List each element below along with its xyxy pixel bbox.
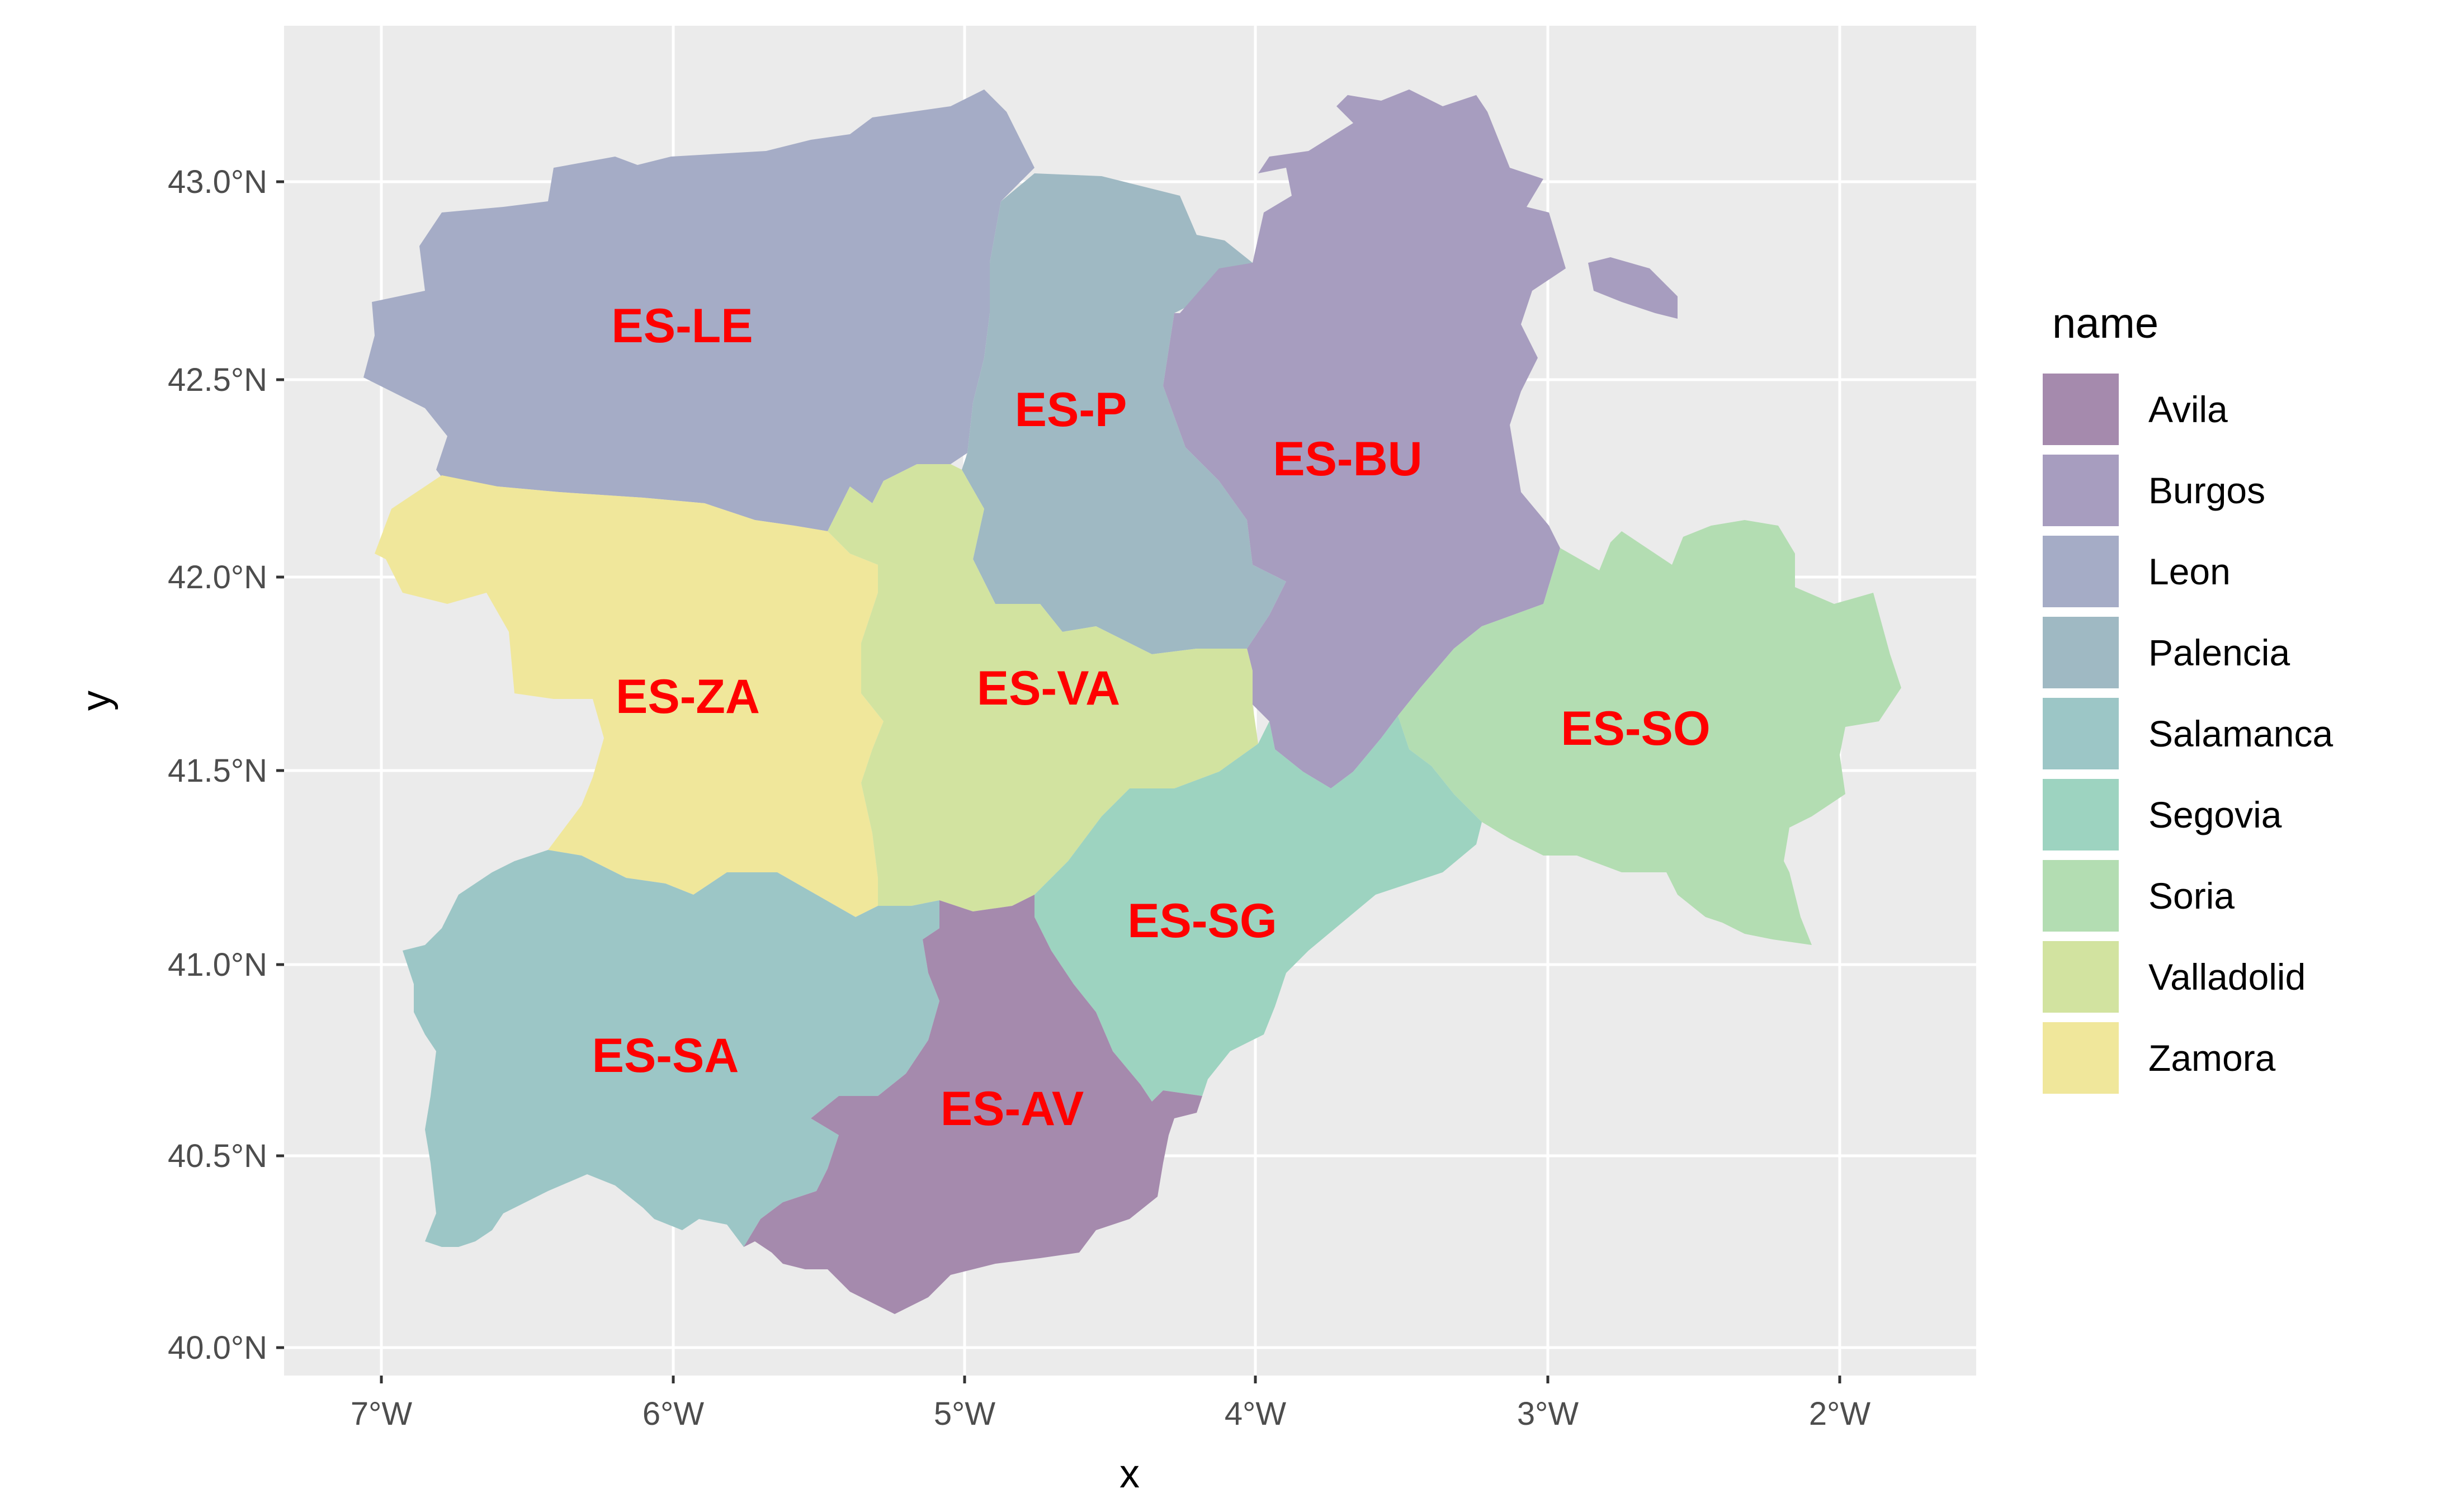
x-tick-label: 6°W [643,1396,704,1432]
legend-key-avila [2039,370,2122,448]
province-leon[interactable] [363,89,1034,531]
legend-key-segovia [2039,776,2122,854]
province-burgos[interactable] [1163,89,1566,788]
province-burgos-treviño[interactable] [1588,257,1678,319]
province-valladolid[interactable] [828,464,1258,911]
province-segovia[interactable] [1034,716,1482,1102]
region-code-zamora: ES-ZA [616,670,760,724]
legend-key-salamanca [2039,694,2122,773]
y-axis: 40.0°N 40.5°N 41.0°N 41.5°N 42.0°N 42.5°… [74,164,284,1366]
province-shapes [363,89,1901,1314]
province-salamanca[interactable] [403,850,939,1247]
y-tick-label: 40.0°N [168,1330,267,1366]
region-code-burgos: ES-BU [1273,432,1423,486]
x-axis: 7°W 6°W 5°W 4°W 3°W 2°W x [351,1376,1870,1496]
province-zamora[interactable] [375,475,884,917]
legend-label-palencia: Palencia [2148,632,2290,673]
legend-key-soria [2039,857,2122,935]
region-code-labels: ES-LE ES-P ES-BU ES-ZA ES-VA ES-SO ES-SG… [592,299,1711,1136]
legend-label-leon: Leon [2148,551,2231,592]
legend-label-valladolid: Valladolid [2148,956,2306,998]
legend-label-segovia: Segovia [2148,794,2282,835]
region-code-avila: ES-AV [941,1082,1084,1136]
province-avila[interactable] [744,895,1208,1314]
legend-key-burgos [2039,451,2122,530]
region-code-salamanca: ES-SA [592,1029,739,1083]
y-tick-label: 42.5°N [168,362,267,398]
legend-items: Avila Burgos Leon Palencia Salamanca Segovia S… [2039,370,2333,1097]
x-tick-label: 2°W [1809,1396,1870,1432]
legend: name Avila Burgos Leon Palencia Salamanca Seg… [2039,300,2333,1097]
legend-label-avila: Avila [2148,389,2228,430]
x-tick-label: 5°W [934,1396,995,1432]
y-tick-label: 41.0°N [168,947,267,983]
legend-key-valladolid [2039,938,2122,1016]
y-tick-label: 41.5°N [168,753,267,789]
x-tick-label: 3°W [1517,1396,1579,1432]
region-code-leon: ES-LE [611,299,753,353]
legend-label-zamora: Zamora [2148,1037,2276,1079]
province-soria[interactable] [1398,520,1901,945]
x-axis-title: x [1119,1452,1140,1496]
legend-key-zamora [2039,1019,2122,1097]
legend-key-leon [2039,532,2122,611]
y-tick-label: 43.0°N [168,164,267,200]
legend-label-burgos: Burgos [2148,470,2265,511]
x-tick-label: 7°W [351,1396,412,1432]
y-tick-label: 40.5°N [168,1138,267,1174]
x-tick-label: 4°W [1225,1396,1286,1432]
region-code-soria: ES-SO [1561,702,1711,755]
region-code-valladolid: ES-VA [977,662,1120,715]
y-tick-label: 42.0°N [168,559,267,596]
legend-label-soria: Soria [2148,875,2235,916]
legend-title: name [2052,300,2158,347]
region-code-segovia: ES-SG [1127,894,1277,948]
legend-key-palencia [2039,613,2122,692]
y-axis-title: y [74,691,119,711]
legend-label-salamanca: Salamanca [2148,713,2333,754]
region-code-palencia: ES-P [1015,383,1127,437]
